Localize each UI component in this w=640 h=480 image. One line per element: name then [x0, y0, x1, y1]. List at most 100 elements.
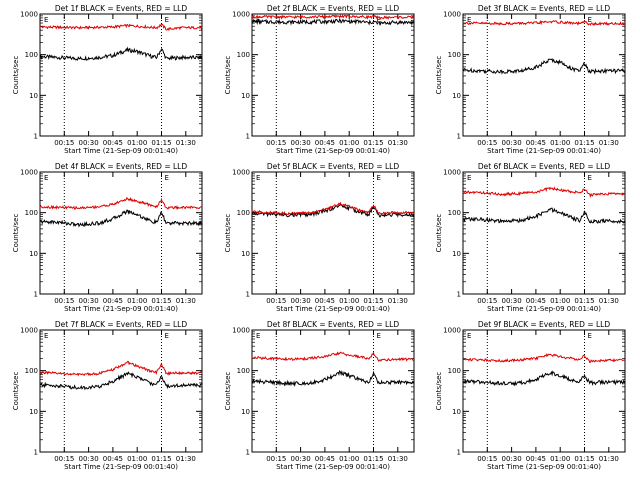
y-tick-label: 10	[452, 408, 461, 416]
x-tick-label: 00:30	[291, 139, 311, 147]
plot-frame	[39, 171, 203, 295]
y-tick-label: 1	[34, 449, 38, 457]
y-axis-label: Counts/sec	[224, 214, 232, 253]
plot-frame	[462, 171, 626, 295]
y-axis-label: Counts/sec	[435, 372, 443, 411]
y-tick-label: 1	[246, 133, 250, 141]
x-tick-label: 00:30	[291, 297, 311, 305]
panel-title: Det 2f BLACK = Events, RED = LLD	[267, 4, 400, 13]
events-trace	[251, 369, 415, 388]
x-tick-label: 01:15	[363, 297, 383, 305]
events-trace	[462, 207, 626, 225]
plot-frame	[462, 329, 626, 453]
events-trace	[251, 18, 415, 26]
x-tick-label: 01:30	[388, 297, 408, 305]
y-tick-label: 1000	[232, 327, 250, 335]
x-tick-label: 01:00	[339, 139, 359, 147]
x-tick-label: 01:15	[151, 455, 171, 463]
panel-7: Det 7f BLACK = Events, RED = LLD 1 10 100 10…	[12, 320, 203, 471]
plot-frame	[462, 13, 626, 137]
events-trace	[39, 46, 203, 61]
lld-trace	[462, 19, 626, 27]
y-tick-label: 1000	[20, 169, 38, 177]
x-tick-label: 01:00	[127, 139, 147, 147]
x-tick-label: 00:45	[315, 139, 335, 147]
lld-trace	[251, 201, 415, 216]
lld-trace	[251, 14, 415, 21]
y-tick-label: 10	[29, 92, 38, 100]
x-tick-label: 01:30	[388, 139, 408, 147]
event-marker-label: E	[467, 332, 471, 340]
y-tick-label: 10	[29, 250, 38, 258]
lld-trace	[39, 196, 203, 210]
event-marker-label: E	[587, 174, 591, 182]
x-tick-label: 00:30	[291, 455, 311, 463]
plot-frame	[39, 329, 203, 453]
x-tick-label: 01:15	[574, 455, 594, 463]
x-tick-label: 01:15	[363, 455, 383, 463]
panel-title: Det 4f BLACK = Events, RED = LLD	[55, 162, 188, 171]
x-axis-label: Start Time (21-Sep-09 00:01:40)	[276, 147, 390, 155]
event-marker-label: E	[164, 332, 168, 340]
x-tick-label: 01:30	[176, 297, 196, 305]
y-tick-label: 1	[34, 133, 38, 141]
panel-8: Det 8f BLACK = Events, RED = LLD 1 10 100 10…	[224, 320, 415, 471]
x-tick-label: 01:00	[550, 455, 570, 463]
lld-trace	[462, 186, 626, 198]
y-axis-label: Counts/sec	[12, 372, 20, 411]
x-tick-label: 00:15	[54, 297, 74, 305]
x-tick-label: 01:00	[127, 297, 147, 305]
event-marker-label: E	[44, 174, 48, 182]
x-tick-label: 00:30	[502, 455, 522, 463]
x-tick-label: 01:15	[363, 139, 383, 147]
lld-trace	[251, 351, 415, 363]
x-tick-label: 01:30	[599, 139, 619, 147]
panel-title: Det 1f BLACK = Events, RED = LLD	[55, 4, 188, 13]
x-tick-label: 01:15	[574, 297, 594, 305]
x-tick-label: 00:30	[79, 139, 99, 147]
x-tick-label: 01:15	[574, 139, 594, 147]
x-tick-label: 00:30	[502, 139, 522, 147]
x-tick-label: 00:15	[477, 455, 497, 463]
y-tick-label: 100	[448, 367, 461, 375]
panel-5: Det 5f BLACK = Events, RED = LLD 1 10 100 10…	[224, 162, 415, 313]
y-tick-label: 100	[237, 367, 250, 375]
panel-title: Det 7f BLACK = Events, RED = LLD	[55, 320, 188, 329]
y-tick-label: 10	[241, 408, 250, 416]
x-tick-label: 01:30	[388, 455, 408, 463]
y-axis-label: Counts/sec	[12, 214, 20, 253]
event-marker-label: E	[256, 332, 260, 340]
event-marker-label: E	[376, 332, 380, 340]
x-tick-label: 00:15	[54, 455, 74, 463]
x-axis-label: Start Time (21-Sep-09 00:01:40)	[487, 147, 601, 155]
y-tick-label: 10	[452, 250, 461, 258]
event-marker-label: E	[587, 332, 591, 340]
x-tick-label: 00:15	[477, 297, 497, 305]
events-trace	[40, 371, 203, 391]
x-tick-label: 01:30	[599, 297, 619, 305]
x-tick-label: 01:15	[151, 297, 171, 305]
x-tick-label: 01:30	[599, 455, 619, 463]
x-tick-label: 01:00	[550, 139, 570, 147]
x-axis-label: Start Time (21-Sep-09 00:01:40)	[64, 147, 178, 155]
y-tick-label: 100	[25, 209, 38, 217]
y-tick-label: 1	[246, 449, 250, 457]
x-tick-label: 00:45	[315, 297, 335, 305]
y-tick-label: 1	[246, 291, 250, 299]
y-tick-label: 1000	[20, 327, 38, 335]
y-tick-label: 10	[241, 250, 250, 258]
x-tick-label: 00:45	[103, 297, 123, 305]
y-tick-label: 1000	[443, 11, 461, 19]
plot-frame	[251, 171, 415, 295]
x-tick-label: 00:45	[526, 455, 546, 463]
y-tick-label: 1000	[232, 169, 250, 177]
lld-trace	[39, 23, 203, 32]
event-marker-label: E	[376, 16, 380, 24]
y-axis-label: Counts/sec	[224, 372, 232, 411]
x-tick-label: 00:45	[526, 297, 546, 305]
event-marker-label: E	[164, 16, 168, 24]
y-tick-label: 1	[457, 133, 461, 141]
y-axis-label: Counts/sec	[12, 56, 20, 95]
event-marker-label: E	[44, 16, 48, 24]
